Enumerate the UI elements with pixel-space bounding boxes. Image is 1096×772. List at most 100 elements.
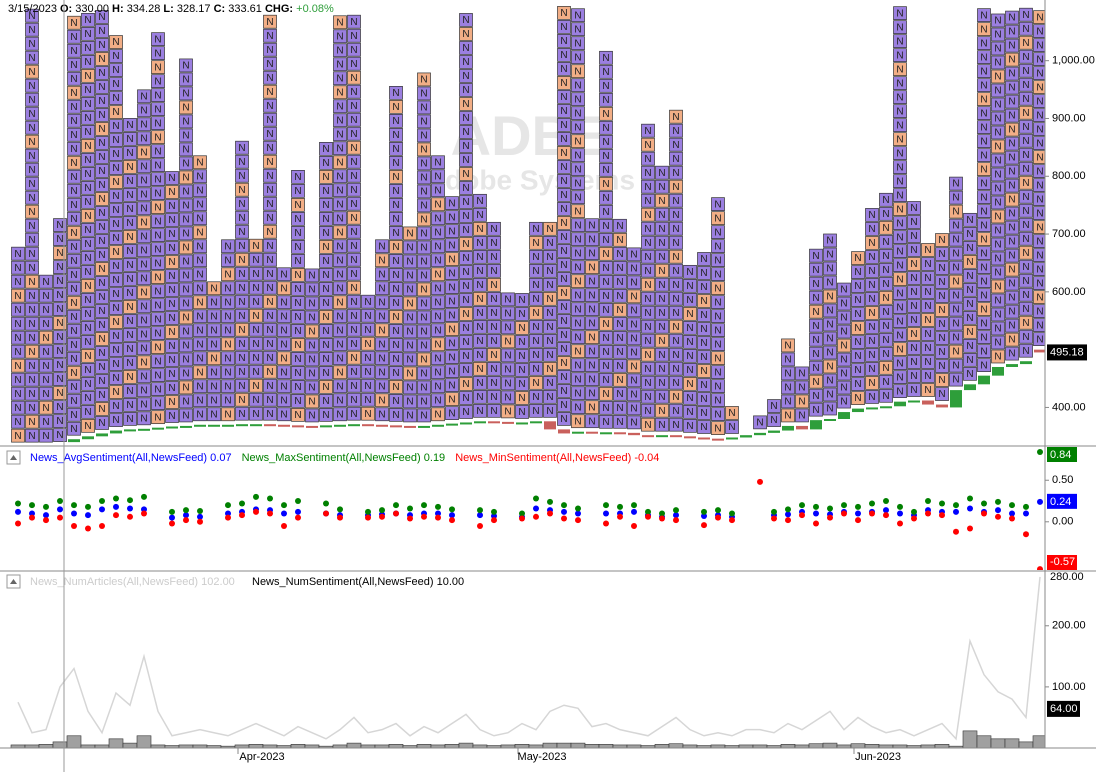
sentiment-dot	[771, 515, 777, 522]
news-box-letter: N	[672, 406, 679, 417]
news-box	[193, 211, 207, 226]
news-box-letter: N	[658, 336, 665, 347]
news-box-letter: N	[336, 31, 343, 42]
news-box-letter: N	[322, 284, 329, 295]
sentiment-dot	[29, 514, 35, 521]
news-box	[123, 272, 137, 286]
news-box	[95, 52, 109, 66]
news-box-letter: N	[630, 264, 637, 275]
news-box-letter: N	[644, 378, 651, 389]
news-box-letter: N	[588, 304, 595, 315]
news-box-letter: N	[462, 225, 469, 236]
news-box-letter: N	[546, 406, 553, 417]
news-box-letter: N	[14, 305, 21, 316]
news-box-letter: N	[840, 327, 847, 338]
news-box	[151, 312, 165, 327]
news-box-letter: N	[168, 397, 175, 408]
news-box-letter: N	[294, 242, 301, 253]
news-stack: N	[753, 415, 767, 430]
news-box-letter: N	[434, 157, 441, 168]
news-box-letter: N	[112, 387, 119, 398]
news-box	[179, 296, 193, 311]
news-box-letter: N	[994, 44, 1001, 55]
news-box	[151, 200, 165, 215]
news-box-letter: N	[644, 182, 651, 193]
news-box-letter: N	[980, 304, 987, 315]
sentiment-dot	[631, 508, 637, 515]
news-box-letter: N	[280, 381, 287, 392]
news-box-letter: N	[364, 297, 371, 308]
last-value-label: 0.24	[1050, 496, 1071, 508]
news-box-letter: N	[238, 283, 245, 294]
news-box-letter: N	[574, 416, 581, 427]
news-box-letter: N	[154, 300, 161, 311]
news-box-letter: N	[602, 95, 609, 106]
news-box-letter: N	[42, 361, 49, 372]
news-box-letter: N	[588, 318, 595, 329]
sentiment-dot	[995, 498, 1001, 505]
news-box-letter: N	[420, 327, 427, 338]
news-box-letter: N	[1008, 293, 1015, 304]
news-box-letter: N	[980, 262, 987, 273]
news-box-letter: N	[266, 395, 273, 406]
news-box-letter: N	[980, 52, 987, 63]
news-box	[25, 400, 39, 415]
news-box-letter: N	[966, 257, 973, 268]
news-box	[67, 421, 81, 436]
news-box-letter: N	[84, 323, 91, 334]
news-box	[137, 299, 151, 314]
news-box-letter: N	[994, 240, 1001, 251]
news-box	[81, 124, 95, 139]
news-box-letter: N	[350, 297, 357, 308]
news-box-letter: N	[294, 228, 301, 239]
sentiment-dot	[939, 500, 945, 507]
bar	[934, 744, 950, 748]
news-box-letter: N	[378, 297, 385, 308]
news-box-letter: N	[42, 291, 49, 302]
news-box-letter: N	[700, 422, 707, 433]
news-box-letter: N	[574, 262, 581, 273]
news-box-letter: N	[392, 214, 399, 225]
news-box-letter: N	[490, 308, 497, 319]
news-box-letter: N	[280, 367, 287, 378]
news-box	[123, 356, 137, 370]
news-box-letter: N	[28, 81, 35, 92]
news-box	[67, 295, 81, 310]
news-box-letter: N	[56, 346, 63, 357]
sentiment-dot	[603, 520, 609, 527]
news-box	[95, 290, 109, 304]
news-box-letter: N	[322, 340, 329, 351]
legend-value: -0.04	[634, 452, 659, 464]
news-box-letter: N	[28, 123, 35, 134]
news-box	[95, 388, 109, 402]
news-box-letter: N	[84, 85, 91, 96]
news-box-letter: N	[84, 29, 91, 40]
news-box-letter: N	[490, 238, 497, 249]
news-box-letter: N	[238, 241, 245, 252]
news-box-letter: N	[462, 253, 469, 264]
news-box	[67, 15, 81, 30]
news-box	[193, 379, 207, 394]
news-box	[81, 348, 95, 363]
news-box	[67, 141, 81, 156]
news-box	[137, 173, 151, 188]
news-box-letter: N	[266, 185, 273, 196]
news-box-letter: N	[994, 310, 1001, 321]
news-box-letter: N	[154, 90, 161, 101]
news-box	[25, 36, 39, 51]
bar	[136, 735, 152, 748]
news-box-letter: N	[350, 101, 357, 112]
news-box-letter: N	[350, 353, 357, 364]
news-box-letter: N	[98, 236, 105, 247]
x-tick-label: May-2023	[518, 751, 567, 763]
news-box-letter: N	[952, 361, 959, 372]
news-box-letter: N	[630, 250, 637, 261]
news-box-letter: N	[448, 352, 455, 363]
news-box-letter: N	[602, 235, 609, 246]
news-box-letter: N	[574, 332, 581, 343]
news-box-letter: N	[686, 337, 693, 348]
news-box-letter: N	[420, 89, 427, 100]
candle	[236, 424, 248, 427]
